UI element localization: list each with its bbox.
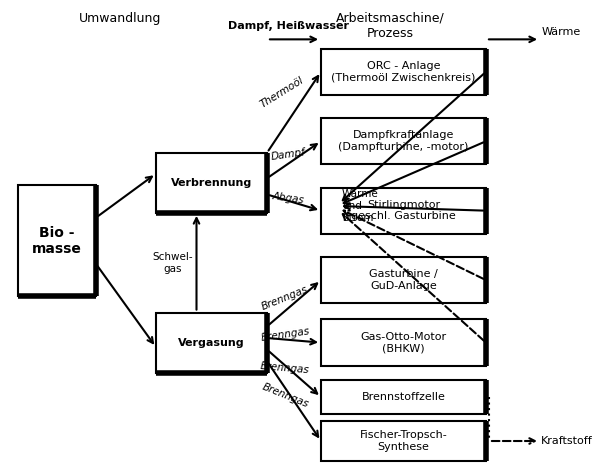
Bar xyxy=(321,380,486,414)
Text: Dampfkraftanlage
(Dampfturbine, -motor): Dampfkraftanlage (Dampfturbine, -motor) xyxy=(338,131,469,152)
Text: Dampf: Dampf xyxy=(270,147,306,162)
Text: Stirlingmotor
geschl. Gasturbine: Stirlingmotor geschl. Gasturbine xyxy=(351,200,456,221)
Text: Fischer-Tropsch-
Synthese: Fischer-Tropsch- Synthese xyxy=(359,430,448,452)
Bar xyxy=(156,313,267,373)
Text: Schwel-
gas: Schwel- gas xyxy=(152,252,193,274)
Bar xyxy=(321,188,486,234)
Bar xyxy=(18,185,96,296)
Text: Brenngas: Brenngas xyxy=(260,326,310,343)
Text: Gasturbine /
GuD-Anlage: Gasturbine / GuD-Anlage xyxy=(369,269,438,291)
Text: Brennstoffzelle: Brennstoffzelle xyxy=(362,392,445,402)
Text: Kraftstoff: Kraftstoff xyxy=(541,436,593,446)
Text: Brenngas: Brenngas xyxy=(260,382,310,409)
Text: Bio -
masse: Bio - masse xyxy=(32,225,82,256)
Bar xyxy=(321,49,486,95)
Bar xyxy=(321,319,486,366)
Text: ORC - Anlage
(Thermoöl Zwischenkreis): ORC - Anlage (Thermoöl Zwischenkreis) xyxy=(331,61,476,82)
Text: Verbrennung: Verbrennung xyxy=(171,178,252,188)
Text: Abgas: Abgas xyxy=(271,191,305,205)
Bar xyxy=(321,421,486,461)
Text: Umwandlung: Umwandlung xyxy=(79,12,161,25)
Text: Vergasung: Vergasung xyxy=(178,338,245,348)
Text: Wärme
und
Strom: Wärme und Strom xyxy=(342,189,379,223)
Text: Brenngas: Brenngas xyxy=(260,284,310,312)
Bar xyxy=(321,257,486,303)
Text: Wärme: Wärme xyxy=(541,27,580,37)
Text: Brenngas: Brenngas xyxy=(260,361,310,375)
Bar xyxy=(156,153,267,213)
Text: Thermoöl: Thermoöl xyxy=(259,75,305,110)
Text: Arbeitsmaschine/
Prozess: Arbeitsmaschine/ Prozess xyxy=(335,12,445,39)
Bar xyxy=(321,118,486,164)
Text: Gas-Otto-Motor
(BHKW): Gas-Otto-Motor (BHKW) xyxy=(361,332,446,353)
Text: Dampf, Heißwasser: Dampf, Heißwasser xyxy=(227,21,349,31)
